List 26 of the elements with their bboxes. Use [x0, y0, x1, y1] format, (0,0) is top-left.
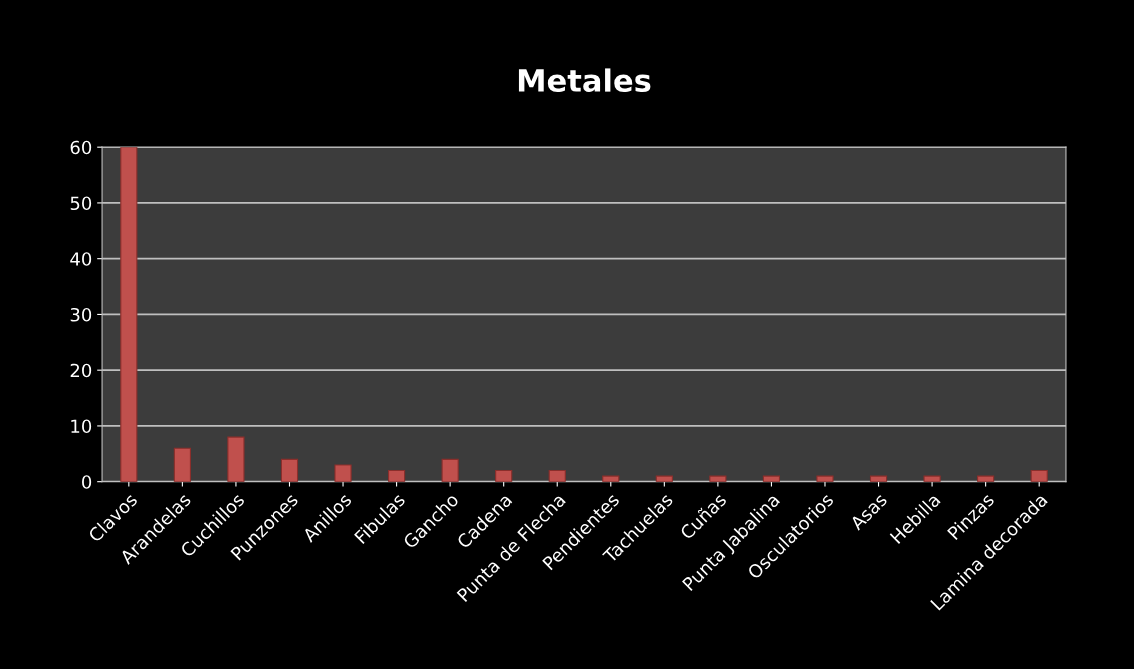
y-tick-label: 40 [70, 252, 92, 266]
chart-title: Metales [518, 68, 651, 93]
bar [280, 458, 299, 482]
bar [602, 475, 620, 482]
y-tick-label: 10 [71, 419, 92, 434]
bar [923, 475, 941, 482]
bar [655, 475, 673, 482]
y-tick-label: 0 [82, 475, 92, 489]
y-tick-label: 20 [70, 363, 92, 378]
bar [548, 469, 566, 482]
bar [227, 436, 245, 482]
bar [1030, 469, 1048, 482]
bar [495, 469, 513, 482]
bar [869, 475, 888, 482]
bar [387, 469, 406, 482]
bar [977, 475, 995, 482]
bar [709, 475, 727, 482]
bar [120, 147, 138, 482]
bar [173, 447, 191, 482]
bar [441, 458, 459, 482]
y-tick-label: 50 [70, 196, 92, 211]
bar [334, 464, 352, 482]
y-tick-label: 30 [70, 307, 92, 322]
bar [762, 475, 781, 482]
y-tick-label: 60 [70, 140, 92, 155]
bar [816, 475, 834, 482]
